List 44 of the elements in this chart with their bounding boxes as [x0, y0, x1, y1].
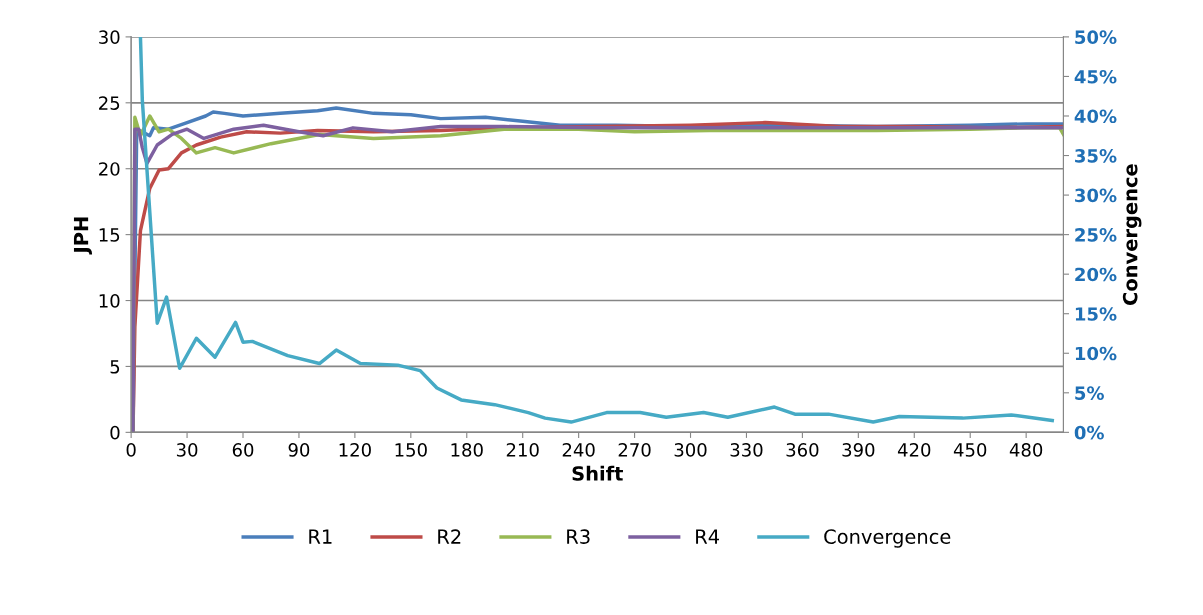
y-axis-title: JPH	[73, 217, 93, 255]
y-tick-label: 25	[99, 96, 120, 110]
x-axis-title: Shift	[572, 465, 623, 481]
x-tick-label: 480	[1009, 443, 1043, 457]
y2-tick-label: 25%	[1075, 228, 1117, 242]
x-tick-label: 60	[232, 443, 254, 457]
x-tick-label: 330	[730, 443, 763, 457]
y2-tick-label: 30%	[1075, 188, 1117, 203]
y2-tick-label: 50%	[1075, 30, 1117, 45]
legend-label: Convergence	[824, 529, 951, 548]
x-tick-label: 300	[674, 443, 707, 457]
x-tick-label: 360	[786, 443, 819, 457]
x-tick-label: 90	[288, 443, 310, 457]
x-tick-label: 120	[339, 443, 371, 457]
y2-axis-title: Convergence	[1122, 164, 1142, 305]
y2-tick-label: 35%	[1075, 148, 1117, 163]
x-tick-label: 0	[126, 443, 136, 457]
legend-label: R2	[438, 529, 461, 544]
x-tick-label: 30	[176, 443, 198, 457]
x-tick-label: 390	[842, 443, 875, 457]
x-tick-label: 420	[897, 443, 931, 457]
y2-tick-label: 5%	[1075, 386, 1104, 400]
y2-tick-label: 45%	[1074, 69, 1117, 84]
y2-tick-label: 15%	[1075, 307, 1117, 321]
y-tick-label: 5	[110, 360, 120, 374]
y-tick-label: 0	[110, 425, 120, 440]
x-tick-label: 180	[451, 443, 483, 457]
x-tick-label: 210	[506, 443, 539, 457]
y-tick-label: 30	[99, 30, 120, 45]
legend-label: R1	[309, 529, 332, 544]
legend-label: R3	[567, 529, 590, 544]
y-tick-label: 10	[99, 293, 120, 308]
y2-tick-label: 10%	[1075, 346, 1117, 361]
legend-label: R4	[696, 529, 719, 544]
x-tick-label: 270	[618, 443, 651, 457]
y-tick-label: 15	[99, 228, 120, 242]
line-series	[138, 36, 1054, 424]
y2-tick-label: 40%	[1074, 109, 1117, 124]
x-tick-label: 240	[562, 443, 595, 457]
y2-tick-label: 0%	[1074, 425, 1104, 440]
y-tick-label: 20	[99, 162, 120, 176]
x-tick-label: 150	[395, 443, 427, 457]
y2-tick-label: 20%	[1075, 267, 1117, 282]
x-tick-label: 450	[953, 443, 987, 457]
